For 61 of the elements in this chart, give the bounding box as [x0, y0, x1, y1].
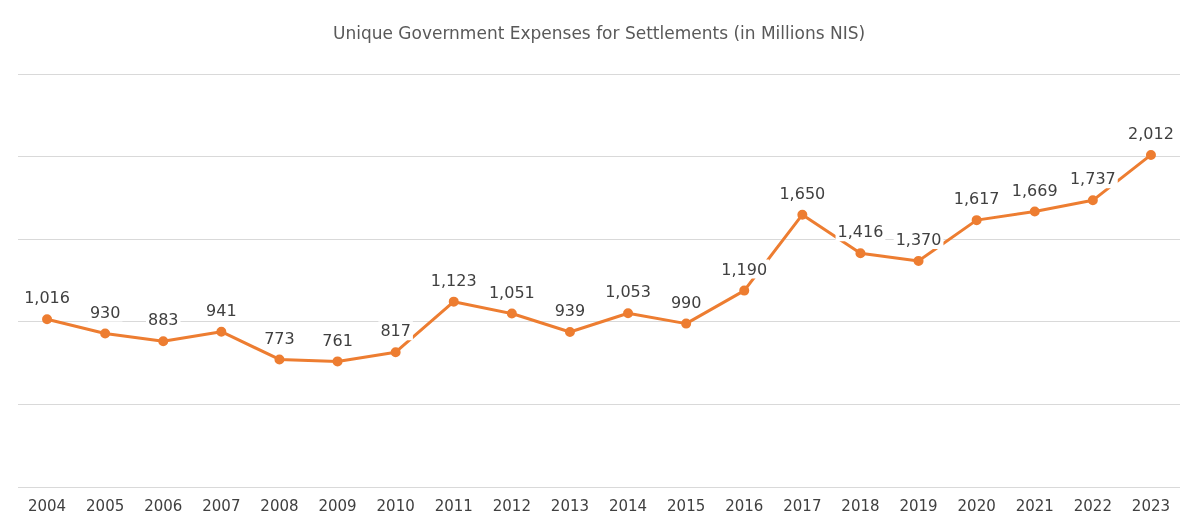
x-tick-label: 2019	[899, 496, 938, 515]
point	[100, 328, 111, 339]
x-tick-label: 2013	[550, 496, 590, 515]
point	[971, 215, 982, 226]
x-tick-label: 2005	[86, 496, 125, 515]
x-tick-label: 2004	[27, 496, 67, 515]
x-tick-label: 2006	[144, 496, 183, 515]
x-tick-label: 2021	[1015, 496, 1054, 515]
data-label: 1,016	[24, 288, 70, 308]
x-tick-label: 2007	[202, 496, 241, 515]
x-tick-label: 2017	[783, 496, 822, 515]
point	[913, 255, 924, 266]
x-tick-label: 2008	[260, 496, 299, 515]
data-label: 1,370	[895, 230, 942, 250]
x-tick-label: 2011	[434, 496, 473, 515]
x-tick-label: 2020	[957, 496, 996, 515]
x-tick-label: 2010	[376, 496, 415, 515]
point	[42, 314, 53, 325]
point	[158, 336, 169, 347]
data-label: 1,617	[953, 189, 1000, 209]
point	[1145, 149, 1156, 160]
data-label: 1,737	[1069, 169, 1116, 189]
data-label: 1,416	[837, 222, 884, 242]
point	[855, 248, 866, 259]
data-label: 1,123	[430, 270, 477, 290]
point	[1087, 195, 1098, 206]
point	[564, 327, 575, 338]
data-label: 990	[670, 292, 702, 312]
chart-title: Unique Government Expenses for Settlements (in Millions NIS)	[332, 22, 866, 43]
data-label: 1,053	[605, 282, 651, 302]
point	[390, 347, 401, 358]
data-label: 1,669	[1011, 180, 1058, 200]
x-tick-label: 2022	[1073, 496, 1112, 515]
x-tick-label: 2018	[841, 496, 880, 515]
data-label: 930	[89, 302, 121, 322]
data-label: 1,650	[779, 183, 826, 203]
point	[506, 308, 517, 319]
data-label: 1,190	[721, 259, 768, 279]
point	[797, 209, 808, 220]
data-label: 883	[147, 310, 179, 330]
data-label: 817	[380, 321, 411, 341]
point	[448, 296, 459, 307]
data-label: 939	[554, 301, 586, 321]
point	[623, 308, 634, 319]
x-tick-label: 2023	[1131, 496, 1171, 515]
point	[274, 354, 285, 365]
data-label: 761	[322, 330, 353, 350]
data-label: 941	[206, 300, 237, 320]
data-label: 1,051	[488, 282, 535, 302]
data-label: 2,012	[1128, 124, 1174, 144]
x-tick-label: 2014	[608, 496, 648, 515]
point	[739, 285, 750, 296]
x-tick-label: 2012	[492, 496, 531, 515]
data-label: 773	[264, 328, 295, 348]
x-tick-label: 2009	[318, 496, 357, 515]
x-tick-label: 2016	[725, 496, 764, 515]
point	[332, 356, 343, 367]
point	[216, 326, 227, 337]
point	[681, 318, 692, 329]
point	[1029, 206, 1040, 217]
x-tick-label: 2015	[667, 496, 706, 515]
